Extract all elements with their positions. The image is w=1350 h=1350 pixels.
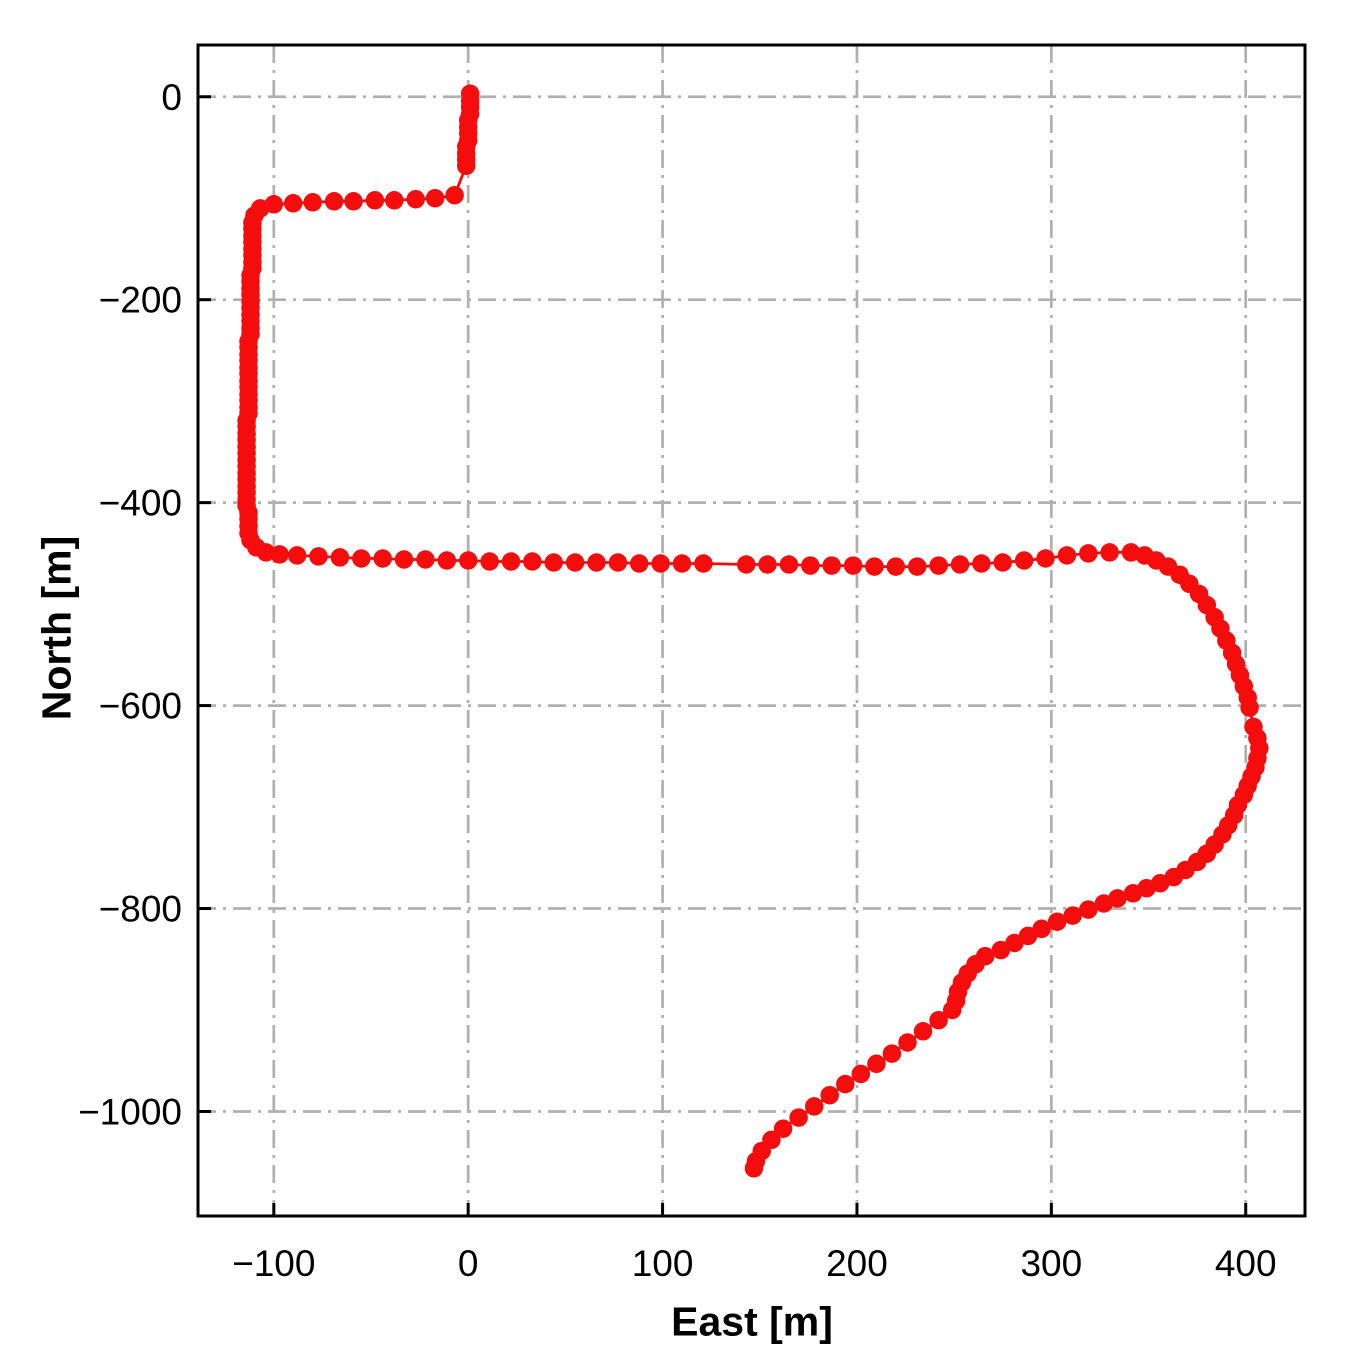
trajectory-point <box>672 554 692 573</box>
trajectory-point <box>991 940 1011 960</box>
trajectory-point <box>907 557 927 576</box>
trajectory-point <box>480 552 499 571</box>
trajectory-point <box>394 550 414 569</box>
trajectory-point <box>736 555 756 574</box>
trajectory-point <box>789 1108 808 1127</box>
trajectory-point <box>587 553 606 572</box>
trajectory-point <box>867 1054 886 1074</box>
trajectory-point <box>1036 549 1055 568</box>
trajectory-point <box>843 556 863 575</box>
trajectory-point <box>758 555 777 574</box>
trajectory-point <box>820 1085 839 1105</box>
trajectory-point <box>385 191 404 210</box>
y-axis-label: North [m] <box>33 535 80 721</box>
x-tick-label--100: −100 <box>232 1243 315 1284</box>
x-tick-label-300: 300 <box>1020 1243 1082 1284</box>
trajectory-point <box>836 1074 855 1094</box>
trajectory-point <box>950 555 970 574</box>
x-axis-label: East [m] <box>671 1298 833 1345</box>
x-tick-label-200: 200 <box>826 1243 888 1284</box>
trajectory-point <box>1057 546 1077 565</box>
trajectory-point <box>744 1159 764 1178</box>
trajectory-point <box>804 1097 824 1116</box>
x-tick-label-0: 0 <box>458 1243 479 1284</box>
trajectory-point <box>344 192 363 211</box>
trajectory-point <box>779 555 799 574</box>
trajectory-point <box>425 188 445 208</box>
trajectory-point <box>501 552 521 571</box>
trajectory-point <box>416 550 435 569</box>
trajectory-point <box>544 553 563 572</box>
trajectory-point <box>608 553 628 572</box>
trajectory-point <box>324 192 344 211</box>
trajectory-point <box>523 552 542 571</box>
trajectory-point <box>330 548 350 567</box>
trajectory-point <box>309 547 328 566</box>
y-tick-label--800: −800 <box>99 889 182 930</box>
trajectory-point <box>445 185 464 205</box>
trajectory-point <box>1079 544 1098 563</box>
trajectory-point <box>694 554 713 573</box>
trajectory-point <box>822 556 841 575</box>
trajectory-line <box>245 92 1261 1170</box>
trajectory-point <box>1014 551 1034 570</box>
trajectory-point <box>865 557 884 576</box>
trajectory-point <box>651 554 670 573</box>
trajectory-point <box>303 193 322 212</box>
y-tick-label--600: −600 <box>99 686 182 727</box>
y-tick-label--1000: −1000 <box>78 1091 182 1132</box>
trajectory-point <box>373 549 392 568</box>
trajectory-point <box>352 549 371 568</box>
plot-frame <box>196 43 1307 1218</box>
trajectory-series <box>237 84 1269 1178</box>
trajectory-point <box>929 556 948 575</box>
grid-lines <box>198 45 1305 1216</box>
trajectory-point <box>993 553 1012 572</box>
trajectory-point <box>283 194 303 213</box>
trajectory-point <box>929 1010 948 1030</box>
trajectory-point <box>1094 894 1114 913</box>
trajectory-point <box>1100 543 1119 562</box>
y-tick-label--200: −200 <box>99 280 182 321</box>
trajectory-point <box>406 189 425 209</box>
x-tick-label-400: 400 <box>1215 1243 1277 1284</box>
trajectory-point <box>1018 926 1038 946</box>
trajectory-point <box>1063 906 1082 925</box>
trajectory-point <box>456 156 476 176</box>
trajectory-point <box>1079 900 1098 919</box>
x-tick-label-100: 100 <box>632 1243 694 1284</box>
trajectory-point <box>1047 912 1067 931</box>
trajectory-point <box>913 1022 933 1041</box>
trajectory-point <box>801 556 820 575</box>
trajectory-point <box>1005 933 1024 953</box>
trajectory-point <box>287 546 307 565</box>
trajectory-point <box>458 551 478 570</box>
trajectory-point <box>851 1064 871 1084</box>
trajectory-point <box>437 551 457 570</box>
trajectory-point <box>629 554 649 573</box>
trajectory-point <box>886 557 906 576</box>
trajectory-point <box>1240 698 1259 717</box>
trajectory-point <box>1032 919 1051 939</box>
trajectory-point <box>365 191 385 210</box>
axes-spines <box>196 43 1307 1218</box>
tick-marks <box>198 95 1248 1216</box>
trajectory-point <box>565 553 585 572</box>
trajectory-point <box>942 1000 962 1020</box>
trajectory-point <box>972 554 991 573</box>
trajectory-point <box>256 543 276 562</box>
y-tick-label-0: 0 <box>161 77 182 118</box>
trajectory-point <box>270 545 289 564</box>
trajectory-point <box>1123 884 1143 903</box>
trajectory-point <box>882 1044 902 1063</box>
trajectory-point <box>898 1033 917 1052</box>
y-tick-label--400: −400 <box>99 483 182 524</box>
trajectory-point <box>773 1119 793 1138</box>
